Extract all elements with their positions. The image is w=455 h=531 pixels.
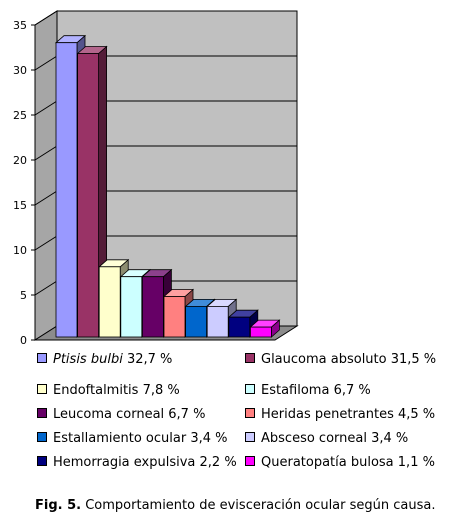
legend-swatch	[37, 432, 47, 442]
bar-chart: 0 5 10 15 20 25 30 35	[13, 10, 299, 347]
bar-front	[55, 42, 78, 338]
gridline-side	[34, 100, 58, 116]
legend-swatch	[245, 384, 255, 394]
y-tick-label: 10	[13, 244, 27, 257]
legend-swatch	[245, 353, 255, 363]
gridline-side	[34, 10, 58, 26]
y-tick-label: 25	[13, 109, 27, 122]
bar-front	[141, 276, 164, 338]
legend-item: Endoftalmitis 7,8 %	[37, 383, 180, 399]
bar-front	[228, 316, 251, 338]
y-tick-label: 20	[13, 154, 27, 167]
bar-front	[249, 326, 272, 338]
figure-caption: Fig. 5. Comportamiento de evisceración o…	[35, 498, 435, 513]
y-tick-label: 30	[13, 64, 27, 77]
gridline-side	[34, 55, 58, 71]
axes	[31, 24, 275, 341]
legend-item: Estafiloma 6,7 %	[245, 383, 371, 399]
legend-swatch	[245, 408, 255, 418]
legend-swatch	[37, 353, 47, 363]
y-tick-labels: 0 5 10 15 20 25 30 35	[13, 19, 27, 347]
gridline-side	[34, 235, 58, 251]
figure-caption-text: Comportamiento de evisceración ocular se…	[81, 498, 436, 513]
legend-label: Absceso corneal 3,4 %	[261, 431, 409, 446]
bars	[54, 34, 281, 338]
gridline-side	[34, 280, 58, 296]
legend-label: Hemorragia expulsiva 2,2 %	[53, 455, 237, 470]
bar-front	[185, 305, 208, 338]
legend-label: Leucoma corneal 6,7 %	[53, 407, 206, 422]
legend-item: Estallamiento ocular 3,4 %	[37, 431, 228, 447]
bar-front	[163, 296, 186, 338]
legend-label-italic: Ptisis bulbi	[53, 352, 123, 367]
bar-front	[98, 266, 121, 338]
plot-side-wall	[34, 10, 58, 341]
bar-front	[206, 305, 229, 338]
y-tick-label: 5	[20, 289, 27, 302]
y-tick-label: 35	[13, 19, 27, 32]
legend-label: Queratopatía bulosa 1,1 %	[261, 455, 435, 470]
legend-item: Hemorragia expulsiva 2,2 %	[37, 455, 237, 471]
legend-label: Estallamiento ocular 3,4 %	[53, 431, 228, 446]
legend-item: Queratopatía bulosa 1,1 %	[245, 455, 435, 471]
figure-label: Fig. 5.	[35, 498, 82, 513]
bar-front	[77, 53, 99, 338]
legend-item: Heridas penetrantes 4,5 %	[245, 407, 435, 423]
legend-label: Endoftalmitis 7,8 %	[53, 383, 180, 398]
legend-label: 32,7 %	[122, 352, 173, 367]
legend-item: Leucoma corneal 6,7 %	[37, 407, 205, 423]
legend-swatch	[245, 456, 255, 466]
legend-swatch	[37, 384, 47, 394]
bar-front	[120, 276, 143, 338]
bar	[249, 319, 281, 338]
legend-label: Glaucoma absoluto 31,5 %	[261, 352, 437, 367]
legend-label: Heridas penetrantes 4,5 %	[261, 407, 436, 422]
y-tick-label: 15	[13, 199, 27, 212]
legend-swatch	[37, 456, 47, 466]
gridline-side	[34, 145, 58, 161]
legend-item: Ptisis bulbi 32,7 %	[37, 352, 172, 368]
gridline-side	[34, 190, 58, 206]
legend-item: Glaucoma absoluto 31,5 %	[245, 352, 436, 368]
legend-item: Absceso corneal 3,4 %	[245, 431, 408, 447]
legend-swatch	[245, 432, 255, 442]
legend-label: Estafiloma 6,7 %	[261, 383, 371, 398]
legend-swatch	[37, 408, 47, 418]
y-tick-label: 0	[20, 334, 27, 347]
